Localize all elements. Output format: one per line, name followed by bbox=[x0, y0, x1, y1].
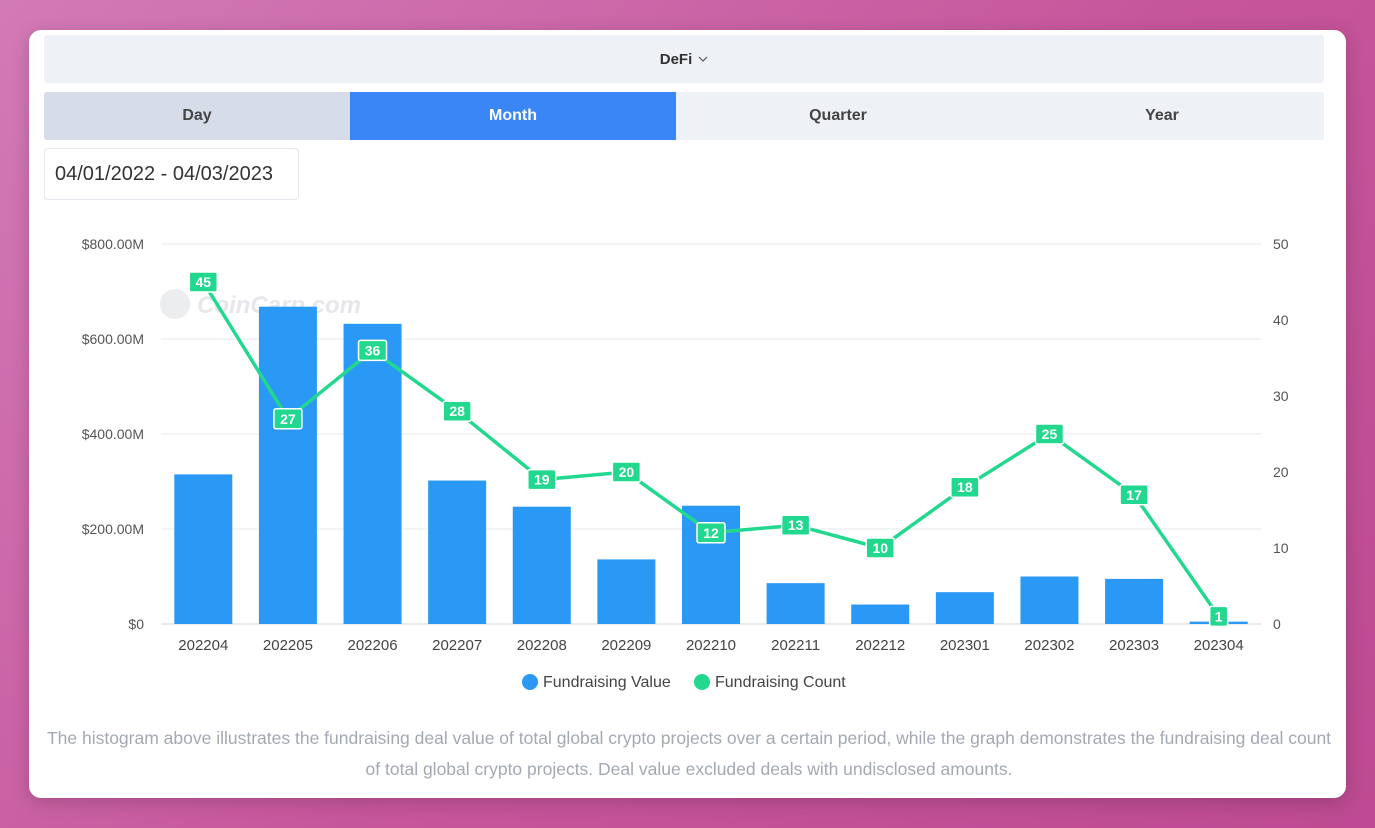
count-data-label: 25 bbox=[1042, 426, 1058, 442]
count-point bbox=[950, 476, 980, 498]
date-range-picker[interactable]: 04/01/2022 - 04/03/2023 bbox=[44, 148, 299, 200]
count-point bbox=[527, 468, 557, 491]
category-label: DeFi bbox=[659, 50, 693, 68]
x-tick-label: 202211 bbox=[771, 637, 820, 654]
x-tick-label: 202205 bbox=[263, 637, 313, 654]
tab-year[interactable]: Year bbox=[1145, 107, 1179, 124]
count-point bbox=[188, 271, 219, 293]
x-tick-label: 202207 bbox=[432, 637, 482, 654]
count-data-label: 1 bbox=[1215, 608, 1223, 624]
count-point bbox=[357, 339, 388, 362]
count-data-label: 17 bbox=[1126, 487, 1142, 503]
y-left-tick-label: $400.00M bbox=[82, 426, 144, 442]
count-point bbox=[1208, 605, 1229, 628]
x-tick-label: 202301 bbox=[940, 637, 990, 654]
count-data-label: 10 bbox=[872, 540, 888, 556]
bar bbox=[258, 306, 317, 624]
bar bbox=[851, 604, 910, 624]
bar bbox=[935, 592, 994, 624]
bar bbox=[428, 480, 487, 624]
y-right-tick-label: 0 bbox=[1273, 616, 1281, 632]
x-tick-label: 202208 bbox=[517, 637, 567, 654]
count-point bbox=[865, 537, 895, 559]
count-point bbox=[780, 514, 811, 536]
bar bbox=[1105, 578, 1164, 624]
count-point bbox=[1119, 484, 1149, 506]
category-dropdown[interactable]: DeFi bbox=[44, 35, 1324, 83]
chart-footnote: The histogram above illustrates the fund… bbox=[46, 728, 1332, 779]
count-point bbox=[1034, 423, 1065, 445]
bar bbox=[597, 559, 656, 624]
y-left-tick-label: $0 bbox=[128, 616, 144, 632]
count-data-label: 27 bbox=[280, 411, 296, 427]
y-right-tick-label: 30 bbox=[1273, 388, 1289, 404]
bar bbox=[512, 506, 571, 624]
tab-quarter[interactable]: Quarter bbox=[809, 107, 867, 124]
count-data-label: 28 bbox=[449, 403, 465, 419]
chart-card: DeFi Day Month Quarter Year 04/01/2022 -… bbox=[29, 30, 1346, 798]
x-tick-label: 202304 bbox=[1194, 637, 1244, 654]
tab-day[interactable]: Day bbox=[44, 92, 350, 140]
bar bbox=[343, 323, 402, 624]
x-tick-label: 202204 bbox=[178, 637, 228, 654]
x-tick-label: 202302 bbox=[1024, 637, 1074, 654]
bar bbox=[174, 474, 233, 624]
count-point bbox=[611, 461, 642, 483]
x-tick-label: 202210 bbox=[686, 637, 736, 654]
y-left-tick-label: $600.00M bbox=[82, 331, 144, 347]
y-right-tick-label: 20 bbox=[1273, 464, 1289, 480]
count-data-label: 12 bbox=[703, 525, 719, 541]
count-data-label: 36 bbox=[365, 342, 381, 358]
legend-value-label: Fundraising Value bbox=[543, 674, 671, 691]
x-tick-label: 202303 bbox=[1109, 637, 1159, 654]
tab-month[interactable]: Month bbox=[350, 92, 676, 140]
chevron-down-icon bbox=[698, 56, 708, 62]
y-left-tick-label: $200.00M bbox=[82, 521, 144, 537]
bar bbox=[1020, 576, 1079, 624]
y-left-tick-label: $800.00M bbox=[82, 236, 144, 252]
count-data-label: 19 bbox=[534, 472, 550, 488]
x-tick-label: 202212 bbox=[855, 637, 905, 654]
x-tick-label: 202206 bbox=[348, 637, 398, 654]
bar bbox=[766, 583, 825, 624]
legend-value-marker bbox=[522, 674, 538, 690]
legend-count-marker bbox=[694, 674, 710, 690]
count-point bbox=[273, 408, 303, 430]
legend-count-label: Fundraising Count bbox=[715, 674, 846, 691]
count-data-label: 13 bbox=[788, 517, 804, 533]
y-right-tick-label: 10 bbox=[1273, 540, 1289, 556]
count-point bbox=[442, 400, 472, 422]
period-tabs: Day Month Quarter Year bbox=[44, 92, 1324, 140]
count-data-label: 45 bbox=[196, 274, 212, 290]
count-data-label: 20 bbox=[619, 464, 635, 480]
y-right-tick-label: 40 bbox=[1273, 312, 1289, 328]
y-right-tick-label: 50 bbox=[1273, 236, 1289, 252]
count-data-label: 18 bbox=[957, 479, 973, 495]
fundraising-chart: $0 $200.00M $400.00M $600.00M $800.00M 0 10 20 3… bbox=[82, 236, 1289, 691]
count-point bbox=[696, 522, 726, 544]
x-tick-label: 202209 bbox=[601, 637, 651, 654]
